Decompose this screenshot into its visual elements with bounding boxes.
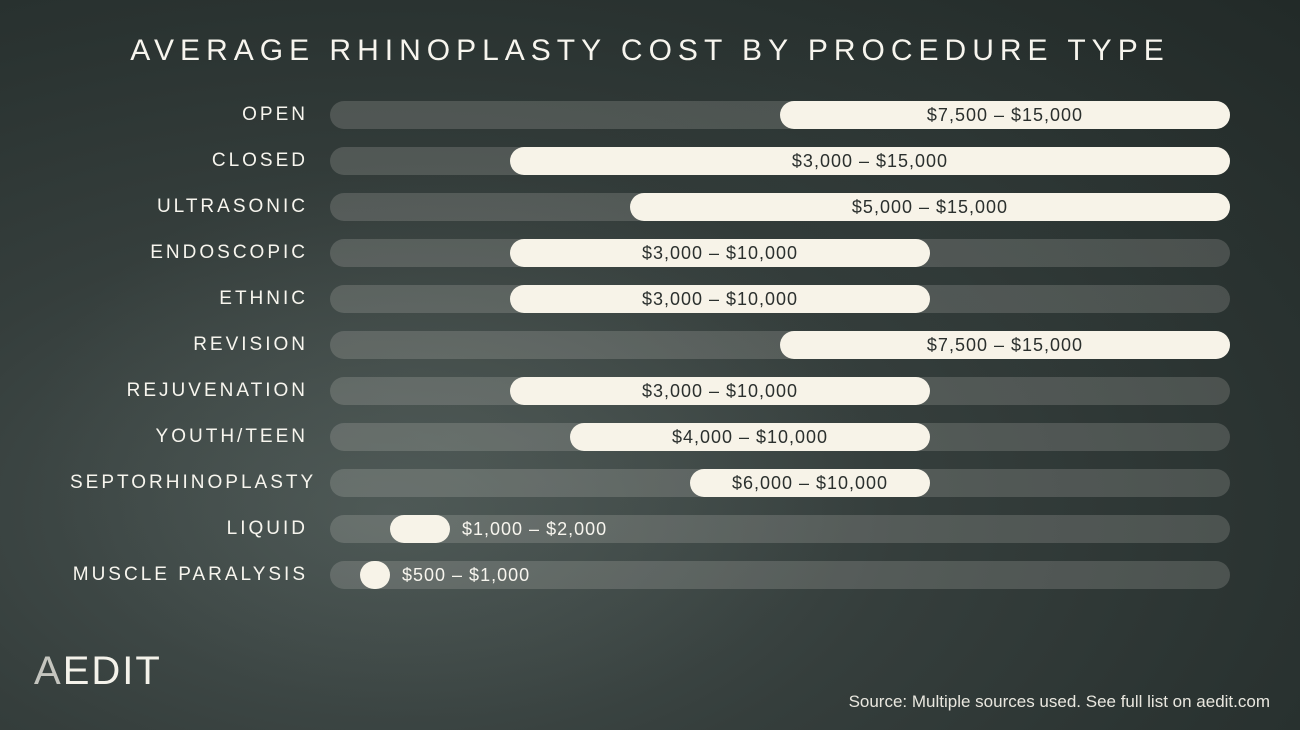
bar-track: $6,000 – $10,000 [330, 469, 1230, 497]
range-value: $3,000 – $10,000 [642, 243, 798, 264]
chart-row: ETHNIC $3,000 – $10,000 [70, 276, 1230, 322]
chart-title: AVERAGE RHINOPLASTY COST BY PROCEDURE TY… [0, 0, 1300, 92]
row-label: ULTRASONIC [70, 196, 330, 218]
range-bar-chart: OPEN $7,500 – $15,000 CLOSED $3,000 – $15,0… [70, 92, 1230, 598]
brand-logo: AEDIT [34, 649, 162, 694]
bar-range: $1,000 – $2,000 [390, 515, 450, 543]
chart-row: OPEN $7,500 – $15,000 [70, 92, 1230, 138]
chart-row: SEPTORHINOPLASTY $6,000 – $10,000 [70, 460, 1230, 506]
bar-track: $7,500 – $15,000 [330, 331, 1230, 359]
bar-track: $3,000 – $10,000 [330, 377, 1230, 405]
source-text: Source: Multiple sources used. See full … [849, 692, 1270, 712]
bar-track: $5,000 – $15,000 [330, 193, 1230, 221]
bar-track: $4,000 – $10,000 [330, 423, 1230, 451]
range-value: $3,000 – $10,000 [642, 381, 798, 402]
bar-range: $6,000 – $10,000 [690, 469, 930, 497]
bar-range: $3,000 – $10,000 [510, 377, 930, 405]
chart-row: ENDOSCOPIC $3,000 – $10,000 [70, 230, 1230, 276]
bar-range: $7,500 – $15,000 [780, 331, 1230, 359]
bar-range: $500 – $1,000 [360, 561, 390, 589]
bar-track: $1,000 – $2,000 [330, 515, 1230, 543]
bar-range: $3,000 – $15,000 [510, 147, 1230, 175]
range-value: $7,500 – $15,000 [927, 105, 1083, 126]
chart-row: REVISION $7,500 – $15,000 [70, 322, 1230, 368]
bar-track: $3,000 – $15,000 [330, 147, 1230, 175]
chart-row: ULTRASONIC $5,000 – $15,000 [70, 184, 1230, 230]
row-label: OPEN [70, 104, 330, 126]
row-label: REJUVENATION [70, 380, 330, 402]
row-label: LIQUID [70, 518, 330, 540]
logo-letter-a: A [34, 649, 63, 693]
bar-track: $500 – $1,000 [330, 561, 1230, 589]
range-value: $3,000 – $10,000 [642, 289, 798, 310]
logo-edit: EDIT [63, 649, 162, 693]
row-label: REVISION [70, 334, 330, 356]
bar-range: $7,500 – $15,000 [780, 101, 1230, 129]
bar-range: $4,000 – $10,000 [570, 423, 930, 451]
row-label: ETHNIC [70, 288, 330, 310]
bar-track: $3,000 – $10,000 [330, 285, 1230, 313]
bar-range: $3,000 – $10,000 [510, 239, 930, 267]
bar-range: $5,000 – $15,000 [630, 193, 1230, 221]
range-value: $1,000 – $2,000 [462, 519, 607, 540]
bar-track: $3,000 – $10,000 [330, 239, 1230, 267]
range-value: $4,000 – $10,000 [672, 427, 828, 448]
row-label: ENDOSCOPIC [70, 242, 330, 264]
chart-row: LIQUID $1,000 – $2,000 [70, 506, 1230, 552]
bar-range: $3,000 – $10,000 [510, 285, 930, 313]
chart-row: REJUVENATION $3,000 – $10,000 [70, 368, 1230, 414]
range-value: $7,500 – $15,000 [927, 335, 1083, 356]
chart-row: CLOSED $3,000 – $15,000 [70, 138, 1230, 184]
range-value: $6,000 – $10,000 [732, 473, 888, 494]
chart-row: YOUTH/TEEN $4,000 – $10,000 [70, 414, 1230, 460]
row-label: CLOSED [70, 150, 330, 172]
chart-row: MUSCLE PARALYSIS $500 – $1,000 [70, 552, 1230, 598]
range-value: $3,000 – $15,000 [792, 151, 948, 172]
row-label: YOUTH/TEEN [70, 426, 330, 448]
range-value: $5,000 – $15,000 [852, 197, 1008, 218]
row-label: MUSCLE PARALYSIS [70, 564, 330, 586]
bar-track: $7,500 – $15,000 [330, 101, 1230, 129]
row-label: SEPTORHINOPLASTY [70, 472, 330, 494]
range-value: $500 – $1,000 [402, 565, 530, 586]
